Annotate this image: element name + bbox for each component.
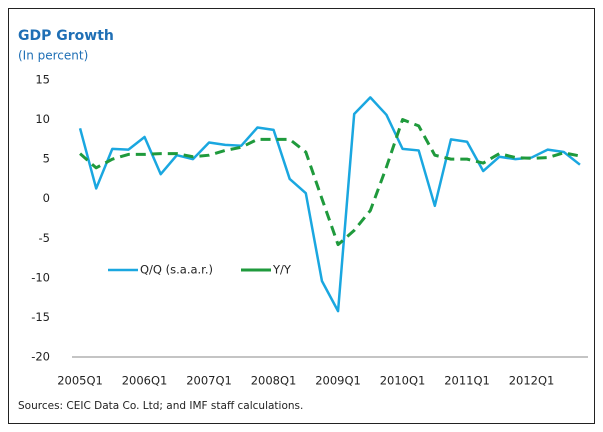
legend-label: Q/Q (s.a.a.r.) bbox=[140, 262, 213, 276]
source-note: Sources: CEIC Data Co. Ltd; and IMF staf… bbox=[18, 400, 303, 412]
x-tick-label: 2005Q1 bbox=[57, 374, 103, 388]
chart-title: GDP Growth bbox=[18, 28, 114, 44]
series-line bbox=[79, 118, 581, 247]
y-tick-label: -10 bbox=[31, 270, 50, 284]
legend-label: Y/Y bbox=[272, 262, 292, 276]
series-line bbox=[78, 96, 581, 313]
x-tick-label: 2010Q1 bbox=[380, 374, 426, 388]
y-tick-label: 5 bbox=[43, 152, 50, 166]
x-tick-label: 2011Q1 bbox=[444, 374, 490, 388]
y-tick-label: -20 bbox=[31, 350, 50, 364]
frame bbox=[8, 8, 595, 424]
y-tick-label: 10 bbox=[35, 112, 50, 126]
x-tick-label: 2009Q1 bbox=[315, 374, 361, 388]
x-tick-label: 2012Q1 bbox=[509, 374, 555, 388]
x-tick-label: 2007Q1 bbox=[186, 374, 232, 388]
x-tick-label: 2008Q1 bbox=[251, 374, 297, 388]
y-tick-label: 0 bbox=[43, 191, 50, 205]
chart-subtitle: (In percent) bbox=[18, 49, 88, 63]
y-tick-label: -5 bbox=[39, 231, 50, 245]
y-tick-label: 15 bbox=[35, 73, 50, 87]
y-tick-label: -15 bbox=[31, 310, 50, 324]
x-tick-label: 2006Q1 bbox=[122, 374, 168, 388]
